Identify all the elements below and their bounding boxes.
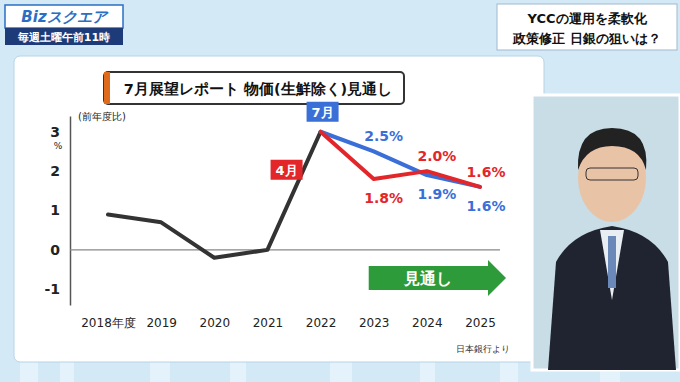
data-label: 2.0%: [417, 148, 456, 164]
headline-line: YCCの運用を柔軟化: [526, 11, 647, 26]
x-tick-label: 2022: [306, 316, 337, 330]
schedule-box: [5, 28, 123, 45]
series-name: 4月: [276, 163, 298, 178]
x-tick: 2023: [359, 314, 390, 330]
y-axis-line: [70, 117, 72, 306]
y-tick: 0: [50, 242, 70, 258]
title-accent: [104, 72, 110, 104]
y-tick: 2: [50, 163, 70, 179]
x-tick-label: 2021: [253, 316, 284, 330]
forecast-arrow: [369, 260, 506, 296]
presenter-tie: [608, 236, 616, 288]
x-axis: 2018年度 2019 2020 2021 2022 2023 2024 2025: [81, 314, 496, 330]
x-tick-label: 2019: [146, 316, 177, 330]
presenter-body: [548, 226, 676, 370]
x-tick-label: 2024: [412, 316, 443, 330]
labels: 7月 2.5% 1.9% 1.6% 4月 1.8% 2.0% 1.6%: [271, 102, 506, 214]
y-tick: -1: [44, 281, 70, 297]
presenter-glasses: [586, 168, 638, 180]
x-tick: 2025: [465, 314, 496, 330]
x-tick: 2024: [412, 314, 443, 330]
x-tick: 2020: [200, 314, 231, 330]
x-tick: 2022: [306, 314, 337, 330]
y-tick-label: 0: [50, 242, 60, 258]
x-tick: 2019: [146, 314, 177, 330]
y-tick-label: -1: [44, 281, 60, 297]
x-tick-label: 2018年度: [81, 316, 136, 330]
y-tick-label: 3: [50, 124, 60, 140]
y-tick-label: 2: [50, 163, 60, 179]
presenter-shirt: [600, 230, 624, 300]
data-label: 1.9%: [417, 186, 456, 202]
stage: Bizスクエア毎週土曜午前11時 YCCの運用を柔軟化政策修正 日銀の狙いは？ 7月…: [0, 0, 680, 382]
marks: [108, 132, 480, 258]
series-line: [108, 132, 321, 258]
data-label: 1.6%: [467, 164, 506, 180]
logo-box: [5, 5, 123, 28]
program-name: Bizスクエア: [21, 8, 108, 26]
presenter-frame: [532, 95, 680, 370]
data-label: 1.8%: [364, 190, 403, 206]
series-flag: [307, 102, 339, 122]
y-tick-label: 1: [50, 202, 60, 218]
x-tick: 2018年度: [81, 314, 136, 330]
x-tick-label: 2020: [200, 316, 231, 330]
y-axis-label: (前年度比): [78, 111, 126, 122]
series-name: 7月: [312, 105, 334, 120]
headline-box: [497, 4, 677, 50]
title-box: [104, 72, 404, 104]
presenter-hair: [578, 128, 646, 170]
forecast-annotation: 見通し: [403, 269, 452, 288]
plot: -1 0 1 2 3 2018年度 2019 2020 2021 2022 2023 2024 2025: [44, 117, 500, 330]
x-tick-label: 2025: [465, 316, 496, 330]
program-schedule: 毎週土曜午前11時: [17, 31, 110, 44]
y-axis: -1 0 1 2 3: [44, 117, 70, 306]
data-label: 1.6%: [467, 198, 506, 214]
chart-title: 7月展望レポート 物価(生鮮除く)見通し: [124, 81, 392, 97]
source: 日本銀行より: [456, 344, 510, 354]
data-label: 2.5%: [364, 128, 403, 144]
zero-line: [70, 249, 500, 250]
y-unit: %: [54, 141, 63, 151]
presenter: [532, 95, 680, 370]
series-flag: [271, 160, 303, 180]
chart-panel: [14, 56, 544, 362]
headline-line: 政策修正 日銀の狙いは？: [512, 31, 661, 46]
y-tick: 1: [50, 202, 70, 218]
y-tick: 3: [50, 124, 70, 140]
x-tick-label: 2023: [359, 316, 390, 330]
x-tick: 2021: [253, 314, 284, 330]
background: [0, 0, 680, 382]
